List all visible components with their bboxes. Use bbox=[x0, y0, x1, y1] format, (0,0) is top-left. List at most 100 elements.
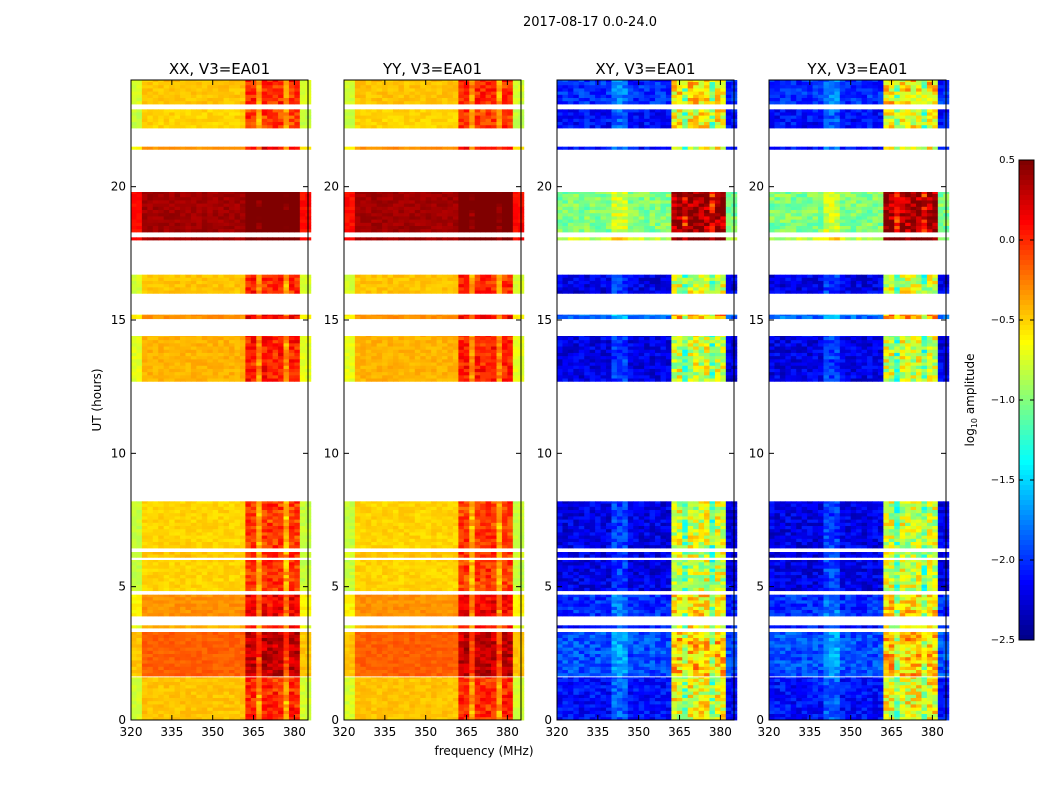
heatmap-cell bbox=[442, 714, 448, 718]
heatmap-cell bbox=[147, 682, 153, 686]
heatmap-cell bbox=[202, 613, 208, 617]
heatmap-cell bbox=[169, 378, 175, 382]
heatmap-cell bbox=[283, 194, 289, 198]
heatmap-cell bbox=[202, 147, 208, 150]
heatmap-cell bbox=[153, 378, 159, 382]
heatmap-cell bbox=[224, 94, 230, 98]
heatmap-cell bbox=[147, 501, 153, 503]
heatmap-cell bbox=[142, 597, 148, 601]
heatmap-cell bbox=[404, 714, 410, 718]
heatmap-cell bbox=[169, 356, 175, 360]
heatmap-cell bbox=[207, 210, 213, 214]
heatmap-cell bbox=[278, 359, 284, 363]
heatmap-cell bbox=[262, 597, 268, 601]
heatmap-cell bbox=[175, 222, 181, 226]
heatmap-cell bbox=[229, 538, 235, 542]
heatmap-cell bbox=[262, 650, 268, 654]
heatmap-cell bbox=[458, 597, 464, 601]
heatmap-cell bbox=[229, 147, 235, 150]
heatmap-cell bbox=[224, 506, 230, 510]
heatmap-cell bbox=[131, 229, 137, 233]
heatmap-cell bbox=[486, 688, 492, 692]
heatmap-cell bbox=[153, 595, 159, 598]
heatmap-cell bbox=[300, 226, 306, 230]
heatmap-cell bbox=[207, 682, 213, 686]
heatmap-cell bbox=[136, 353, 142, 357]
heatmap-cell bbox=[158, 613, 164, 617]
heatmap-cell bbox=[278, 118, 284, 122]
heatmap-cell bbox=[131, 678, 137, 682]
heatmap-cell bbox=[153, 506, 159, 510]
heatmap-cell bbox=[453, 682, 459, 686]
heatmap-cell bbox=[142, 519, 148, 523]
heatmap-cell bbox=[496, 632, 502, 635]
heatmap-cell bbox=[169, 603, 175, 607]
heatmap-cell bbox=[175, 597, 181, 601]
heatmap-cell bbox=[344, 613, 350, 617]
heatmap-cell bbox=[191, 535, 197, 539]
heatmap-cell bbox=[213, 568, 219, 572]
heatmap-cell bbox=[453, 613, 459, 617]
heatmap-cell bbox=[234, 663, 240, 667]
heatmap-cell bbox=[164, 587, 170, 591]
heatmap-cell bbox=[458, 647, 464, 651]
heatmap-cell bbox=[426, 682, 432, 686]
heatmap-cell bbox=[256, 216, 262, 220]
heatmap-cell bbox=[502, 685, 508, 689]
heatmap-cell bbox=[262, 281, 268, 285]
heatmap-cell bbox=[169, 682, 175, 686]
heatmap-cell bbox=[245, 704, 251, 708]
heatmap-cell bbox=[191, 501, 197, 503]
heatmap-cell bbox=[475, 678, 481, 682]
heatmap-cell bbox=[224, 210, 230, 214]
heatmap-cell bbox=[218, 634, 224, 638]
heatmap-cell bbox=[196, 554, 202, 558]
heatmap-cell bbox=[175, 641, 181, 645]
heatmap-cell bbox=[294, 501, 300, 503]
heatmap-cell bbox=[262, 287, 268, 291]
heatmap-cell bbox=[136, 632, 142, 635]
heatmap-cell bbox=[218, 522, 224, 526]
heatmap-cell bbox=[213, 691, 219, 695]
heatmap-cell bbox=[251, 219, 257, 223]
heatmap-cell bbox=[234, 356, 240, 360]
heatmap-cell bbox=[191, 565, 197, 569]
heatmap-cell bbox=[278, 226, 284, 230]
heatmap-cell bbox=[475, 610, 481, 614]
heatmap-cell bbox=[273, 678, 279, 682]
heatmap-cell bbox=[147, 632, 153, 635]
heatmap-cell bbox=[234, 701, 240, 705]
heatmap-cell bbox=[164, 552, 170, 555]
heatmap-cell bbox=[202, 657, 208, 661]
heatmap-cell bbox=[404, 710, 410, 714]
heatmap-cell bbox=[153, 362, 159, 366]
heatmap-cell bbox=[136, 277, 142, 281]
heatmap-cell bbox=[234, 638, 240, 642]
heatmap-cell bbox=[185, 657, 191, 661]
heatmap-cell bbox=[153, 122, 159, 126]
heatmap-cell bbox=[245, 698, 251, 702]
heatmap-cell bbox=[267, 372, 273, 376]
heatmap-cell bbox=[229, 519, 235, 523]
heatmap-cell bbox=[256, 200, 262, 204]
heatmap-cell bbox=[213, 625, 219, 628]
heatmap-cell bbox=[267, 657, 273, 661]
heatmap-cell bbox=[224, 219, 230, 223]
heatmap-cell bbox=[420, 641, 426, 645]
heatmap-cell bbox=[426, 660, 432, 664]
heatmap-cell bbox=[382, 677, 388, 678]
heatmap-cell bbox=[240, 710, 246, 714]
heatmap-cell bbox=[283, 277, 289, 281]
heatmap-cell bbox=[300, 663, 306, 667]
heatmap-cell bbox=[229, 522, 235, 526]
heatmap-cell bbox=[464, 644, 470, 648]
heatmap-cell bbox=[283, 610, 289, 614]
heatmap-cell bbox=[234, 584, 240, 588]
heatmap-cell bbox=[169, 147, 175, 150]
heatmap-cell bbox=[136, 85, 142, 89]
heatmap-cell bbox=[185, 526, 191, 530]
heatmap-cell bbox=[245, 644, 251, 648]
heatmap-cell bbox=[404, 603, 410, 607]
heatmap-cell bbox=[142, 378, 148, 382]
heatmap-cell bbox=[371, 647, 377, 651]
